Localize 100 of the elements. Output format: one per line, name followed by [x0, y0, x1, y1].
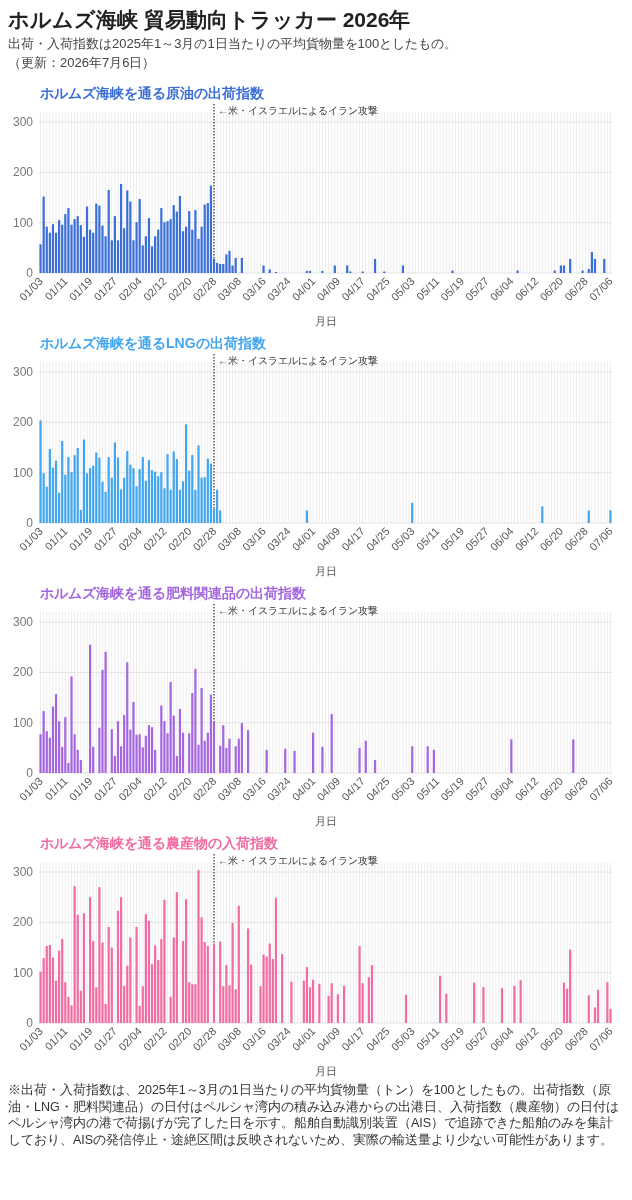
y-tick-label: 300	[12, 865, 34, 880]
bar	[61, 938, 64, 1023]
bar	[113, 216, 116, 273]
bar	[132, 468, 135, 523]
y-tick-label: 100	[12, 465, 34, 480]
bar	[569, 258, 572, 273]
bar	[274, 897, 278, 1023]
bar	[166, 221, 169, 273]
bar	[188, 211, 191, 273]
bar	[185, 899, 188, 1023]
bar	[178, 709, 182, 773]
bar	[144, 914, 147, 1023]
x-axis-title: 月日	[314, 1065, 337, 1077]
bar	[321, 270, 324, 273]
x-axis-title: 月日	[314, 815, 337, 827]
y-tick-label: 100	[12, 965, 34, 980]
bar	[42, 711, 45, 773]
bar	[194, 668, 197, 773]
bar	[172, 205, 175, 273]
bar	[246, 730, 250, 773]
bar	[587, 510, 590, 523]
bar	[119, 897, 123, 1023]
bar	[163, 899, 166, 1023]
bar	[559, 265, 563, 273]
bar	[228, 738, 231, 773]
chart-title: ホルムズ海峡を通る肥料関連品の出荷指数	[39, 585, 307, 601]
bar	[160, 472, 163, 523]
bar	[587, 995, 590, 1023]
bar	[308, 270, 312, 273]
bar	[132, 702, 135, 773]
bar	[206, 946, 209, 1023]
bar	[110, 729, 113, 773]
bar	[126, 190, 129, 273]
bar	[98, 457, 101, 523]
bar	[290, 981, 293, 1023]
ref-line-label: ←米・イスラエルによるイラン攻撃	[218, 105, 378, 116]
bar	[107, 457, 110, 523]
bar	[333, 265, 336, 273]
bar	[88, 897, 92, 1023]
bar	[516, 270, 519, 273]
y-tick-label: 300	[12, 365, 34, 380]
bar	[88, 644, 92, 773]
y-tick-label: 0	[26, 516, 34, 530]
bar	[609, 510, 612, 523]
bar	[141, 457, 144, 523]
bar	[572, 739, 575, 773]
bar	[185, 424, 188, 523]
bar	[150, 727, 154, 773]
bar	[240, 723, 243, 773]
bar	[373, 258, 377, 273]
bar	[222, 725, 225, 773]
bar	[138, 734, 141, 773]
bar	[39, 420, 42, 523]
text: ※出荷・入荷指数は、2025年1～3月の1日当たりの平均貨物量（トン）を100としたもの。出荷指数（原油・LNG・肥料関連品）の日付はペルシャ湾内の積み込み港からの出港日、入荷指数（農産物）の日付はペルシャ湾内の港で荷揚げが完了した日を示す。船舶自動識別装置（AIS）で追跡できた船舶のみを集計しており、AISの発信停止・途絶区間は反映されないため、実際の輸送量より少ない可能性があります。	[8, 1082, 620, 1148]
bar	[519, 980, 522, 1023]
text: 出荷・入荷指数は2025年1～3月の1日当たりの平均貨物量を100としたもの。	[8, 35, 459, 53]
ref-line-label: ←米・イスラエルによるイラン攻撃	[218, 355, 378, 366]
bar	[135, 926, 138, 1023]
bar	[358, 946, 361, 1023]
bar	[166, 454, 169, 523]
bar	[107, 926, 110, 1023]
bar	[373, 759, 377, 773]
bar	[67, 208, 70, 273]
x-axis-title: 月日	[314, 315, 337, 327]
bar	[411, 746, 414, 773]
bar	[219, 263, 222, 273]
bar	[194, 210, 197, 273]
bar	[225, 254, 228, 273]
bar	[67, 457, 70, 523]
bar	[336, 994, 339, 1023]
y-tick-label: 200	[12, 415, 34, 430]
bar	[147, 725, 151, 773]
text: ホルムズ海峡 貿易動向トラッカー 2026年	[8, 7, 412, 33]
bar	[191, 984, 194, 1023]
bar	[305, 270, 309, 273]
bar	[438, 975, 442, 1023]
bar	[88, 468, 92, 523]
bar	[330, 983, 333, 1023]
bar	[45, 946, 48, 1023]
bar	[51, 224, 55, 273]
bar	[581, 270, 584, 273]
y-tick-label: 0	[26, 1016, 34, 1030]
bar	[147, 460, 151, 523]
bar	[76, 448, 79, 523]
bar	[562, 265, 566, 273]
bar	[321, 746, 324, 773]
bar	[197, 870, 200, 1023]
bar	[513, 985, 516, 1023]
bar	[58, 220, 61, 273]
bar	[48, 449, 51, 523]
bar	[169, 681, 172, 773]
bar	[61, 440, 64, 523]
bar	[346, 265, 349, 273]
text: （更新：2026年7月6日）	[8, 54, 157, 72]
bar	[191, 455, 194, 523]
bar	[219, 941, 222, 1023]
bar	[312, 979, 315, 1023]
bar	[237, 905, 240, 1023]
y-tick-label: 200	[12, 665, 34, 680]
bar	[209, 185, 213, 273]
